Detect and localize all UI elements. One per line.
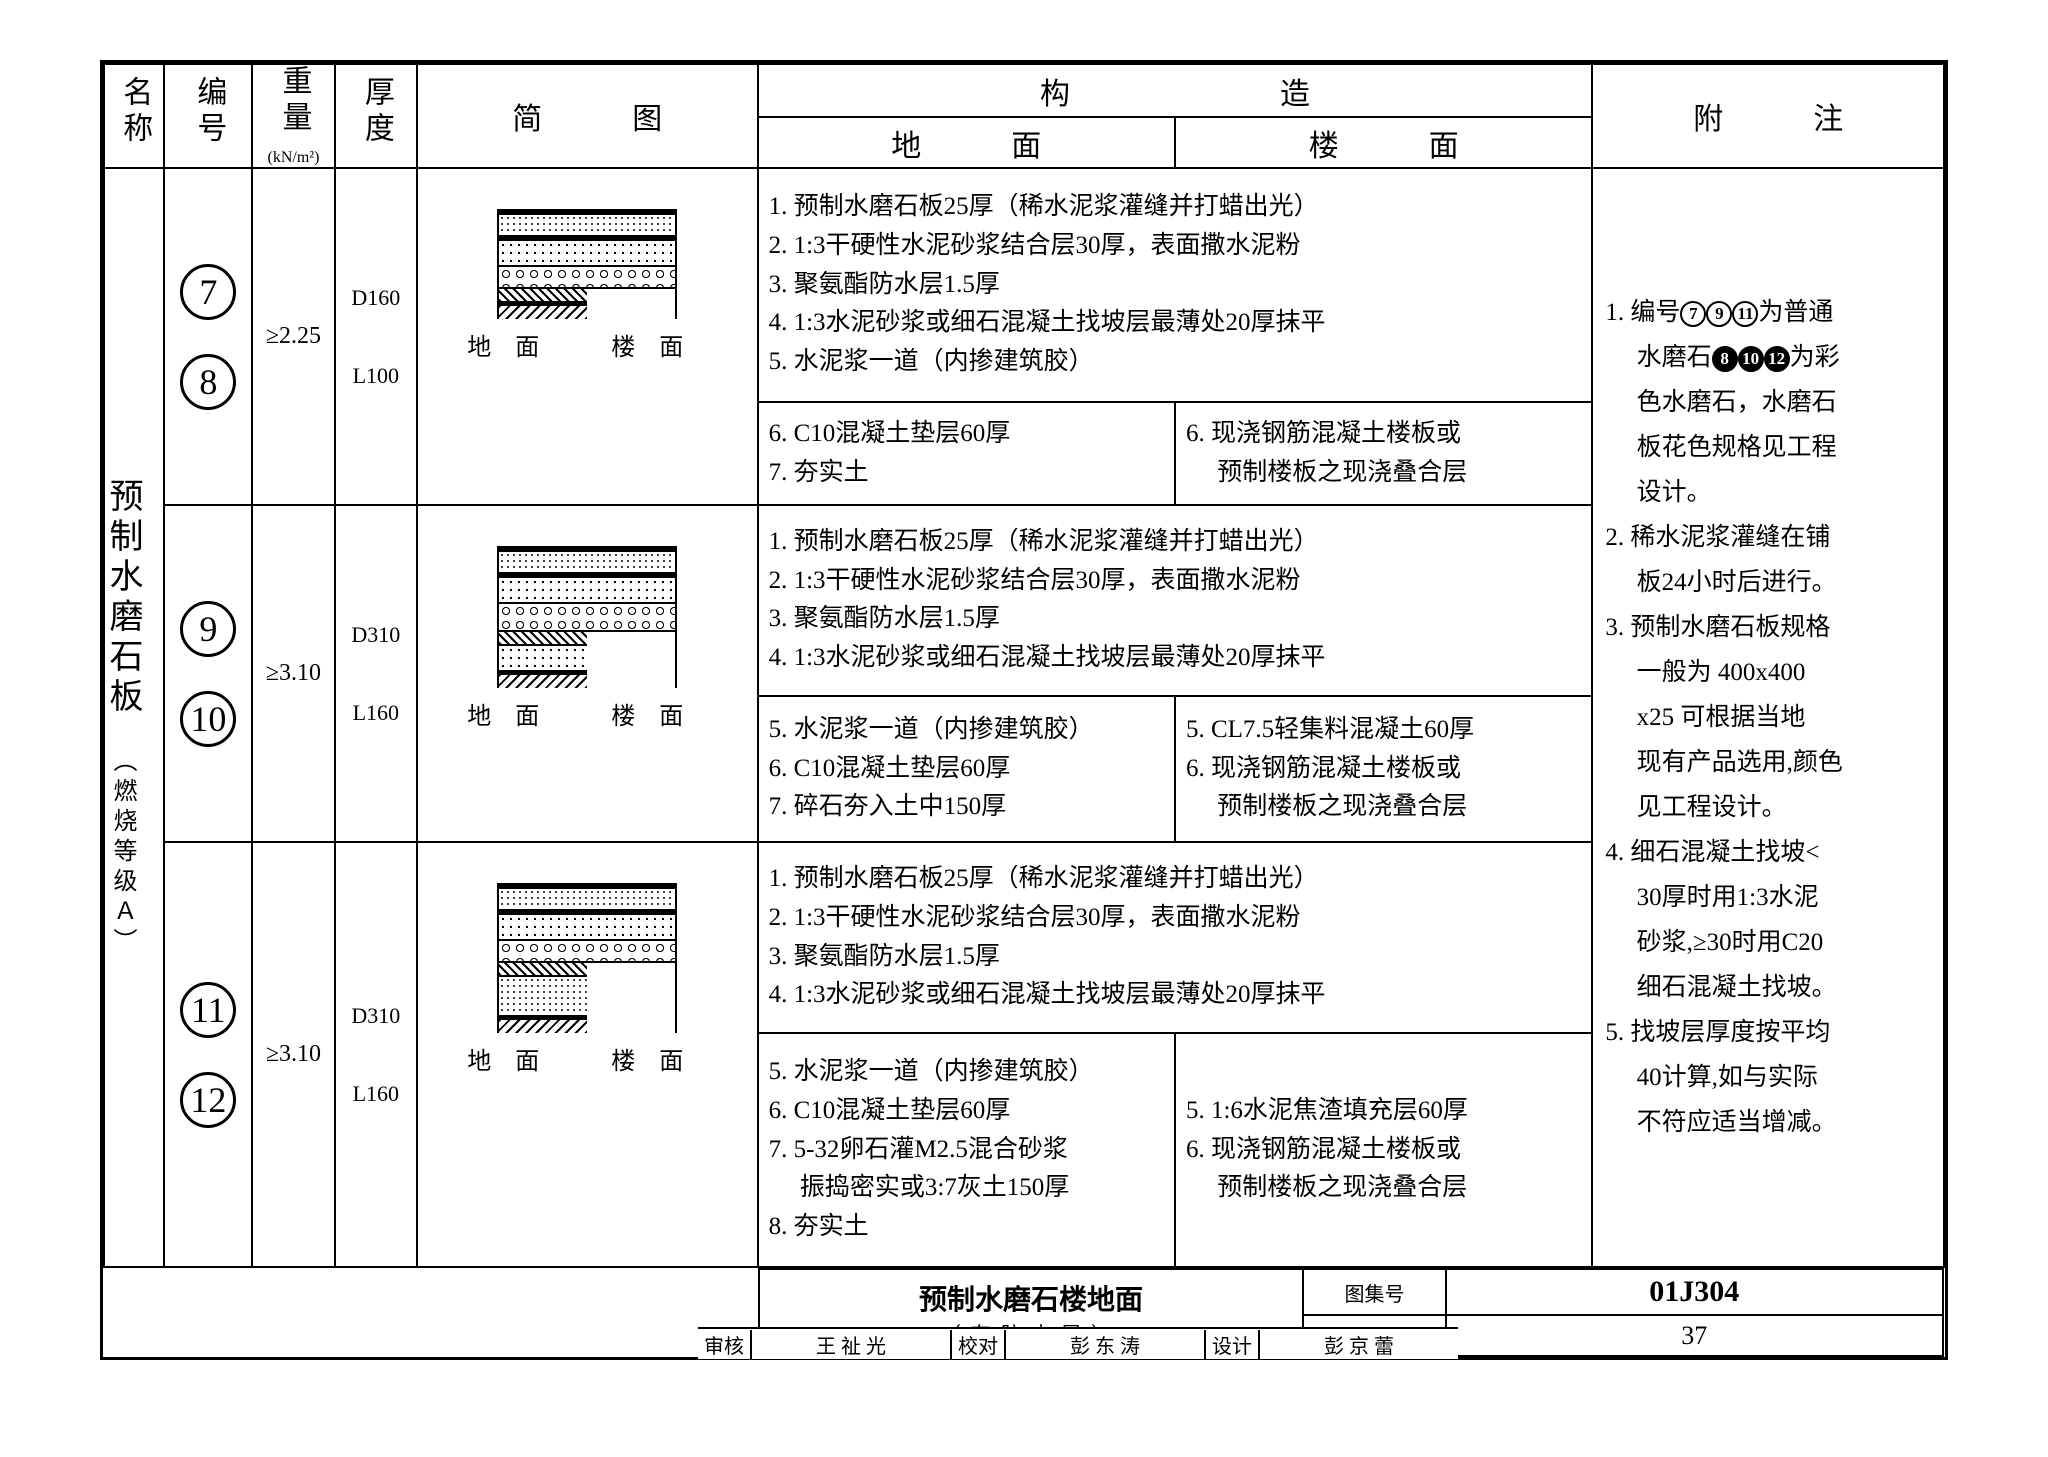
title-main: 预制水磨石楼地面 xyxy=(760,1278,1303,1318)
ground-0: 6. C10混凝土垫层60厚 7. 夯实土 xyxy=(758,402,1175,505)
dim-L-1: L160 xyxy=(353,700,399,725)
category-main: 预制水磨石板 xyxy=(105,478,139,718)
hdr-code: 编号 xyxy=(186,76,230,148)
code-8: 8 xyxy=(180,354,236,410)
ground-1: 5. 水泥浆一道（内掺建筑胶） 6. C10混凝土垫层60厚 7. 碎石夯入土中… xyxy=(758,696,1175,843)
dim-D-0: D160 xyxy=(351,285,400,310)
drawing-sheet: 名称 编号 重量 (kN/m²) 厚度 简 图 构 造 附 注 地 面 楼 面 … xyxy=(100,60,1948,1360)
ground-2: 5. 水泥浆一道（内掺建筑胶） 6. C10混凝土垫层60厚 7. 5-32卵石… xyxy=(758,1033,1175,1267)
hdr-construction: 构 造 xyxy=(758,64,1593,117)
floor-1: 5. CL7.5轻集料混凝土60厚 6. 现浇钢筋混凝土楼板或 预制楼板之现浇叠… xyxy=(1175,696,1592,843)
common-2: 1. 预制水磨石板25厚（稀水泥浆灌缝并打蜡出光） 2. 1:3干硬性水泥砂浆结… xyxy=(758,842,1593,1032)
floor-2: 5. 1:6水泥焦渣填充层60厚 6. 现浇钢筋混凝土楼板或 预制楼板之现浇叠合… xyxy=(1175,1033,1592,1267)
floor-0: 6. 现浇钢筋混凝土楼板或 预制楼板之现浇叠合层 xyxy=(1175,402,1592,505)
hdr-diagram: 简 图 xyxy=(417,64,758,168)
common-0: 1. 预制水磨石板25厚（稀水泥浆灌缝并打蜡出光） 2. 1:3干硬性水泥砂浆结… xyxy=(758,168,1593,402)
diagram-cell-0: 地面 楼面 xyxy=(417,168,758,505)
weight-2: ≥3.10 xyxy=(252,842,334,1267)
dim-D-2: D310 xyxy=(351,1003,400,1028)
hdr-weight-unit: (kN/m²) xyxy=(253,149,333,167)
hdr-thickness: 厚度 xyxy=(354,76,398,148)
main-table: 名称 编号 重量 (kN/m²) 厚度 简 图 构 造 附 注 地 面 楼 面 … xyxy=(103,63,1945,1357)
code-12: 12 xyxy=(180,1072,236,1128)
atlas-no: 01J304 xyxy=(1446,1269,1943,1315)
hdr-name: 名称 xyxy=(112,76,156,148)
page-no: 37 xyxy=(1446,1315,1943,1356)
hdr-ground: 地 面 xyxy=(758,117,1175,168)
atlas-label: 图集号 xyxy=(1303,1269,1445,1315)
code-10: 10 xyxy=(180,691,236,747)
weight-0: ≥2.25 xyxy=(252,168,334,505)
dim-D-1: D310 xyxy=(351,622,400,647)
signature-strip: 审核 王 祉 光 校对 彭 东 涛 设计 彭 京 蕾 xyxy=(698,1327,1458,1359)
code-7: 7 xyxy=(180,264,236,320)
hdr-weight: 重量 xyxy=(277,65,310,137)
remarks-cell: 1. 编号7911为普通 水磨石81012为彩 色水磨石，水磨石 板花色规格见工… xyxy=(1592,168,1944,1267)
common-1: 1. 预制水磨石板25厚（稀水泥浆灌缝并打蜡出光） 2. 1:3干硬性水泥砂浆结… xyxy=(758,505,1593,695)
diagram-cell-1: 地面 楼面 xyxy=(417,505,758,842)
category-sub: （燃烧等级Ａ） xyxy=(105,748,140,958)
hdr-remarks: 附 注 xyxy=(1592,64,1944,168)
weight-1: ≥3.10 xyxy=(252,505,334,842)
diagram-cell-2: 地面 楼面 xyxy=(417,842,758,1267)
hdr-floor: 楼 面 xyxy=(1175,117,1592,168)
dim-L-2: L160 xyxy=(353,1081,399,1106)
dim-L-0: L100 xyxy=(353,363,399,388)
code-9: 9 xyxy=(180,601,236,657)
code-11: 11 xyxy=(180,982,236,1038)
